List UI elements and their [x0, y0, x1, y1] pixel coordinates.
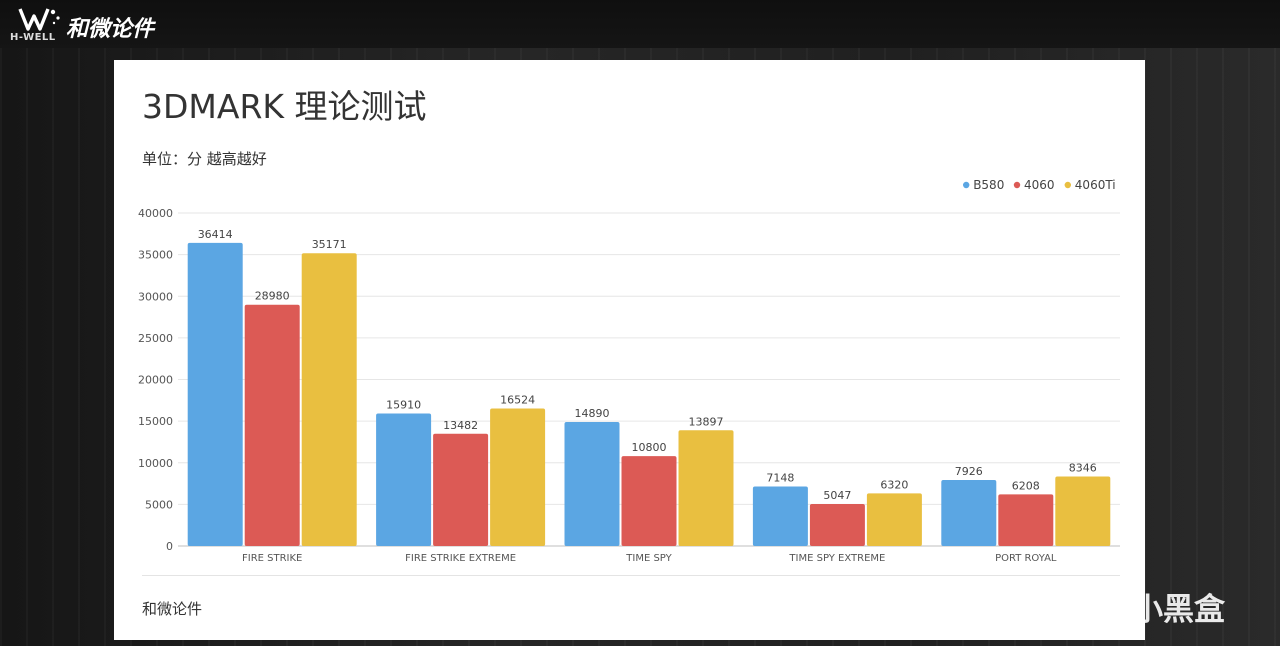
footer-text: 和微论件	[142, 600, 203, 618]
data-label: 10800	[632, 441, 667, 454]
top-bar: H-WELL 和微论件	[0, 0, 1280, 48]
bar-b580	[752, 486, 808, 546]
brand-mark-icon	[18, 8, 60, 31]
bar-chart: 0 5000 10000 15000 20000 25000 30000 35000 40000…	[138, 178, 1120, 564]
y-tick-label: 0	[166, 540, 173, 553]
data-label: 13897	[689, 415, 724, 428]
y-tick-label: 30000	[138, 290, 173, 303]
y-tick-label: 5000	[145, 498, 173, 511]
data-label: 5047	[823, 489, 851, 502]
data-label: 14890	[575, 407, 610, 420]
bar-b580	[376, 413, 432, 546]
y-tick-label: 15000	[138, 415, 173, 428]
bar-4060ti	[490, 408, 546, 546]
bar-4060	[244, 304, 300, 546]
bar-4060	[621, 456, 677, 546]
data-label: 7926	[955, 465, 983, 478]
legend-label: B580	[973, 178, 1004, 192]
data-label: 16524	[500, 393, 535, 406]
data-label: 15910	[386, 399, 421, 412]
legend-marker	[1064, 181, 1071, 189]
slide-panel: 0 5000 10000 15000 20000 25000 30000 35000 40000…	[114, 60, 1145, 640]
legend-marker	[1013, 181, 1021, 189]
x-tick-label: PORT ROYAL	[995, 553, 1057, 564]
data-label: 35171	[312, 238, 347, 251]
page-title: 3DMARK 理论测试	[142, 87, 427, 126]
y-tick-label: 20000	[138, 374, 173, 387]
x-tick-label: FIRE STRIKE EXTREME	[405, 553, 516, 564]
bar-4060ti	[301, 253, 357, 547]
bar-4060ti	[678, 430, 734, 546]
bar-4060	[809, 503, 865, 546]
y-tick-label: 10000	[138, 457, 173, 470]
x-tick-label: TIME SPY	[625, 553, 672, 564]
heybox-logo-icon	[1088, 584, 1124, 624]
bar-4060	[433, 433, 489, 546]
y-tick-label: 35000	[138, 249, 173, 262]
bar-4060ti	[1055, 476, 1111, 546]
bar-b580	[564, 422, 620, 546]
data-label: 6208	[1012, 479, 1040, 492]
watermark-text: 小黑盒	[1132, 592, 1225, 628]
watermark: 小黑盒	[1086, 582, 1246, 628]
legend-label: 4060Ti	[1075, 178, 1116, 192]
brand-logo: H-WELL 和微论件	[8, 4, 168, 44]
legend-marker	[963, 181, 970, 189]
data-label: 28980	[255, 290, 290, 303]
bar-4060	[998, 494, 1054, 546]
x-tick-label: TIME SPY EXTREME	[788, 553, 885, 564]
bar-4060ti	[866, 493, 922, 546]
brand-name-en: H-WELL	[10, 32, 56, 43]
brand-name-cn: 和微论件	[66, 17, 155, 42]
data-label: 13482	[443, 419, 478, 432]
legend-label: 4060	[1024, 178, 1055, 192]
x-tick-label: FIRE STRIKE	[242, 553, 302, 564]
y-tick-label: 25000	[138, 332, 173, 345]
data-label: 7148	[766, 471, 794, 484]
bar-b580	[941, 480, 997, 546]
y-tick-label: 40000	[138, 207, 173, 220]
footer-divider	[142, 575, 1120, 576]
bar-b580	[187, 242, 243, 546]
data-label: 36414	[198, 228, 233, 241]
data-label: 6320	[880, 478, 908, 491]
data-label: 8346	[1069, 462, 1097, 475]
page-subtitle: 单位：分 越高越好	[142, 150, 267, 168]
